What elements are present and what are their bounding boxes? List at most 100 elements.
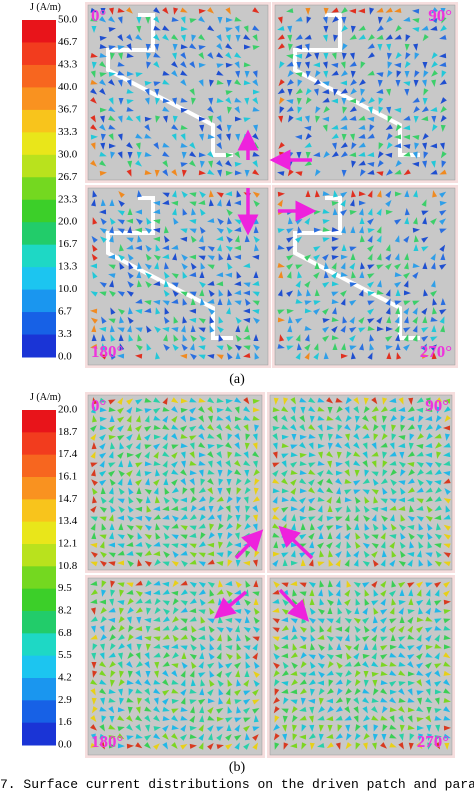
- current-arrow: [225, 62, 233, 68]
- current-arrow: [144, 97, 150, 105]
- current-arrow: [331, 236, 339, 242]
- current-arrow: [331, 307, 337, 315]
- current-arrow: [340, 191, 348, 198]
- current-arrow: [100, 334, 106, 342]
- current-arrow: [243, 282, 251, 288]
- current-arrow: [254, 352, 260, 360]
- current-arrow: [92, 496, 97, 504]
- current-arrow: [234, 200, 242, 206]
- current-arrow: [391, 424, 397, 432]
- current-arrow: [389, 707, 397, 713]
- current-arrow: [369, 124, 375, 132]
- current-arrow: [135, 525, 143, 531]
- current-arrow: [425, 688, 431, 696]
- current-arrow: [216, 115, 222, 123]
- current-arrow: [331, 246, 339, 252]
- current-arrow: [273, 541, 279, 549]
- current-arrow: [394, 253, 400, 261]
- current-arrow: [297, 271, 303, 279]
- current-arrow: [207, 487, 213, 495]
- current-arrow: [225, 245, 233, 252]
- current-arrow: [340, 80, 348, 86]
- current-arrow: [198, 733, 205, 741]
- current-arrow: [425, 452, 433, 458]
- current-arrow: [390, 634, 396, 642]
- current-arrow: [162, 25, 170, 31]
- current-arrow: [295, 44, 303, 50]
- current-arrow: [389, 407, 397, 412]
- current-arrow: [317, 470, 324, 477]
- current-arrow: [326, 618, 334, 624]
- current-arrow: [318, 451, 323, 459]
- colorbar-tick: 4.2: [58, 672, 72, 684]
- current-arrow: [440, 325, 446, 333]
- current-arrow: [163, 532, 170, 540]
- current-arrow: [180, 133, 186, 141]
- current-arrow: [91, 706, 98, 714]
- current-arrow: [253, 200, 260, 207]
- current-arrow: [287, 88, 293, 96]
- current-arrow: [207, 433, 215, 439]
- current-arrow: [144, 617, 152, 623]
- current-arrow: [341, 133, 347, 141]
- current-arrow: [108, 743, 116, 749]
- current-arrow: [163, 551, 170, 558]
- current-arrow: [376, 253, 382, 261]
- current-arrow: [163, 496, 170, 504]
- current-arrow: [162, 115, 168, 123]
- current-arrow: [108, 514, 114, 522]
- current-arrow: [328, 679, 334, 687]
- current-arrow: [299, 442, 306, 449]
- current-arrow: [380, 506, 388, 512]
- current-arrow: [144, 697, 151, 705]
- current-arrow: [144, 734, 152, 741]
- current-arrow: [162, 142, 170, 148]
- current-arrow: [90, 733, 96, 741]
- current-arrow: [425, 589, 431, 597]
- current-arrow: [198, 634, 206, 640]
- current-arrow: [227, 679, 233, 687]
- current-arrow: [127, 670, 133, 678]
- current-arrow: [198, 45, 206, 51]
- current-arrow: [171, 70, 178, 77]
- current-arrow: [326, 733, 334, 739]
- current-arrow: [236, 190, 242, 198]
- current-arrow: [244, 169, 250, 177]
- current-arrow: [430, 262, 436, 270]
- current-arrow: [367, 281, 375, 288]
- current-arrow: [99, 625, 105, 633]
- colorbar-tick: 33.3: [58, 126, 78, 138]
- current-arrow: [209, 643, 215, 651]
- current-arrow: [243, 34, 251, 40]
- current-arrow: [322, 318, 330, 324]
- current-arrow: [234, 235, 240, 243]
- current-arrow: [323, 271, 329, 279]
- current-arrow: [340, 325, 346, 333]
- current-arrow: [136, 616, 142, 624]
- current-arrow: [412, 334, 418, 342]
- current-arrow: [412, 300, 420, 306]
- current-arrow: [394, 7, 402, 13]
- current-arrow: [235, 325, 241, 333]
- current-arrow: [281, 625, 289, 632]
- colorbar-tick: 8.2: [58, 605, 72, 617]
- current-arrow: [444, 415, 451, 423]
- current-arrow: [180, 634, 188, 640]
- current-arrow: [371, 543, 379, 549]
- current-arrow: [407, 515, 415, 522]
- current-arrow: [331, 255, 339, 261]
- current-arrow: [216, 124, 223, 132]
- current-arrow: [313, 88, 319, 96]
- current-arrow: [425, 715, 432, 723]
- current-arrow: [364, 496, 370, 504]
- current-arrow: [236, 652, 242, 660]
- current-arrow: [416, 662, 424, 669]
- current-arrow: [189, 552, 197, 558]
- current-arrow: [234, 662, 242, 669]
- current-arrow: [407, 625, 414, 633]
- current-arrow: [218, 289, 224, 297]
- current-arrow: [394, 62, 402, 68]
- current-arrow: [291, 625, 297, 633]
- current-arrow: [117, 219, 125, 225]
- current-arrow: [353, 643, 360, 651]
